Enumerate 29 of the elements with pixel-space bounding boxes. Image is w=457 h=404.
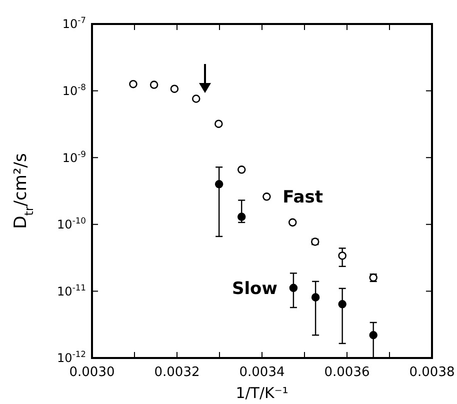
point (338, 300, 346, 308)
y-tick-label: 10$^{-11}$ (57, 282, 86, 298)
point (170, 84, 179, 93)
point (338, 252, 346, 260)
point (214, 120, 223, 128)
series-label: Fast (282, 188, 324, 208)
point (237, 166, 246, 174)
x-tick-label: 0.0038 (409, 365, 455, 380)
point (237, 212, 246, 221)
point (289, 284, 298, 292)
y-tick-label: 10$^{-12}$ (57, 349, 86, 366)
point (311, 293, 320, 302)
point (214, 180, 224, 188)
y-tick-label: 10$^{-8}$ (62, 82, 86, 98)
point (129, 80, 138, 88)
y-tick-label: 10$^{-9}$ (62, 148, 86, 165)
point (262, 192, 271, 201)
x-tick-label: 0.0034 (239, 365, 285, 380)
point (192, 94, 200, 103)
point (369, 331, 378, 340)
series-label: Slow (232, 278, 278, 299)
x-tick-label: 0.0030 (69, 365, 115, 380)
y-tick-label: 10$^{-10}$ (57, 216, 86, 232)
x-tick-label: 0.0032 (154, 365, 200, 380)
y-tick-label: 10$^{-7}$ (62, 15, 86, 32)
point (288, 218, 297, 227)
point (150, 80, 158, 89)
x-tick-label: 0.0036 (324, 365, 370, 380)
x-axis-title: 1/T/K⁻¹ (236, 384, 288, 402)
